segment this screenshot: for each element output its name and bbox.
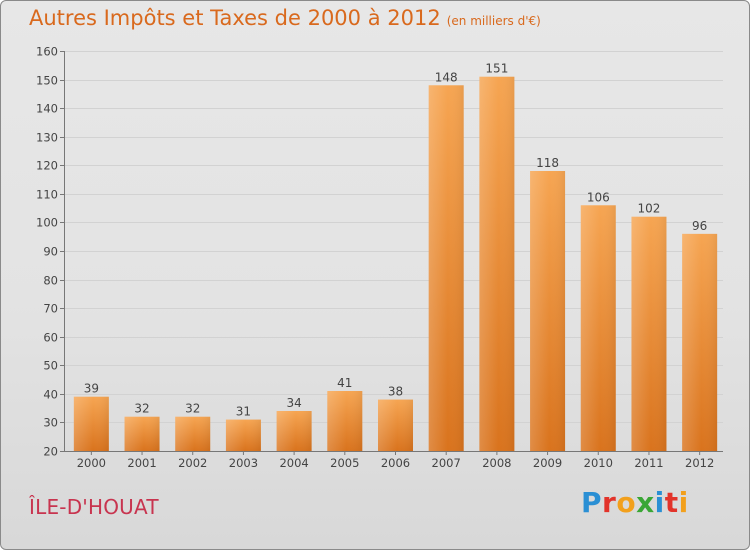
y-tick-label: 40 bbox=[43, 388, 58, 402]
bar-value-label: 106 bbox=[587, 190, 610, 204]
y-tick-label: 30 bbox=[43, 416, 58, 430]
labels: 39 32 32 31 34 41 38 148 151 118 106 102 96 bbox=[84, 62, 708, 419]
x-tick-label: 2005 bbox=[330, 456, 359, 470]
y-tick-label: 160 bbox=[36, 45, 58, 59]
x-tick-label: 2001 bbox=[127, 456, 156, 470]
chart-unit: (en milliers d'€) bbox=[446, 14, 541, 28]
y-tick-label: 150 bbox=[36, 74, 58, 88]
bar-value-label: 96 bbox=[692, 219, 707, 233]
x-tick-label: 2010 bbox=[584, 456, 613, 470]
bar-value-label: 41 bbox=[337, 376, 352, 390]
bar-shade-2001 bbox=[124, 416, 160, 451]
x-tick-label: 2000 bbox=[77, 456, 106, 470]
x-tick-label: 2003 bbox=[229, 456, 258, 470]
bars bbox=[73, 76, 718, 452]
bar-shade-2010 bbox=[580, 205, 616, 451]
bar-shade-2008 bbox=[479, 76, 515, 451]
bar-shade-2009 bbox=[530, 171, 566, 451]
bar-shade-2011 bbox=[631, 216, 667, 451]
bar-shade-2012 bbox=[682, 233, 718, 451]
x-tick-label: 2009 bbox=[533, 456, 562, 470]
chart-title-text: Autres Impôts et Taxes de 2000 à 2012 bbox=[29, 6, 441, 30]
bar-shade-2005 bbox=[327, 391, 363, 451]
bar-shade-2003 bbox=[225, 419, 261, 451]
y-tick-label: 80 bbox=[43, 274, 58, 288]
bar-value-label: 32 bbox=[185, 402, 200, 416]
x-tick-label: 2007 bbox=[432, 456, 461, 470]
logo-letter: P bbox=[581, 486, 603, 519]
logo-letter: t bbox=[664, 486, 679, 519]
logo-letter: o bbox=[616, 486, 637, 519]
x-tick-label: 2011 bbox=[634, 456, 663, 470]
bar-shade-2006 bbox=[378, 399, 413, 451]
x-tick-label: 2008 bbox=[482, 456, 511, 470]
y-tick-label: 60 bbox=[43, 331, 58, 345]
x-tick-label: 2006 bbox=[381, 456, 410, 470]
bar-value-label: 38 bbox=[388, 385, 403, 399]
bar-value-label: 32 bbox=[134, 402, 149, 416]
bar-shade-2000 bbox=[73, 396, 109, 451]
proxiti-logo: Proxiti bbox=[581, 486, 689, 519]
logo-letter: x bbox=[636, 486, 655, 519]
logo-letter: i bbox=[654, 486, 665, 519]
y-tick-label: 110 bbox=[36, 188, 58, 202]
y-tick-label: 130 bbox=[36, 131, 58, 145]
bar-shade-2004 bbox=[276, 411, 312, 451]
y-tick-label: 90 bbox=[43, 245, 58, 259]
y-tick-label: 100 bbox=[36, 216, 58, 230]
y-tick-label: 50 bbox=[43, 359, 58, 373]
y-tick-label: 70 bbox=[43, 302, 58, 316]
bar-shade-2007 bbox=[428, 85, 464, 452]
logo-letter: r bbox=[602, 486, 617, 519]
y-tick-label: 120 bbox=[36, 159, 58, 173]
commune-name: ÎLE-D'HOUAT bbox=[29, 495, 159, 519]
x-tick-label: 2012 bbox=[685, 456, 714, 470]
bar-value-label: 102 bbox=[638, 202, 661, 216]
logo-letter: i bbox=[678, 486, 689, 519]
bar-value-label: 118 bbox=[536, 156, 559, 170]
bar-value-label: 31 bbox=[236, 405, 251, 419]
y-tick-label: 20 bbox=[43, 445, 58, 459]
bar-value-label: 39 bbox=[84, 382, 99, 396]
x-tick-label: 2002 bbox=[178, 456, 207, 470]
chart-title: Autres Impôts et Taxes de 2000 à 2012 (en… bbox=[29, 6, 541, 30]
x-tick-label: 2004 bbox=[279, 456, 308, 470]
axes: 20 30 40 50 60 70 80 90 100 110 120 130 140 150 160 200… bbox=[36, 45, 723, 470]
bar-shade-2002 bbox=[175, 416, 211, 451]
bar-value-label: 34 bbox=[286, 396, 301, 410]
bar-value-label: 151 bbox=[485, 62, 508, 76]
y-tick-label: 140 bbox=[36, 102, 58, 116]
bar-value-label: 148 bbox=[435, 70, 458, 84]
